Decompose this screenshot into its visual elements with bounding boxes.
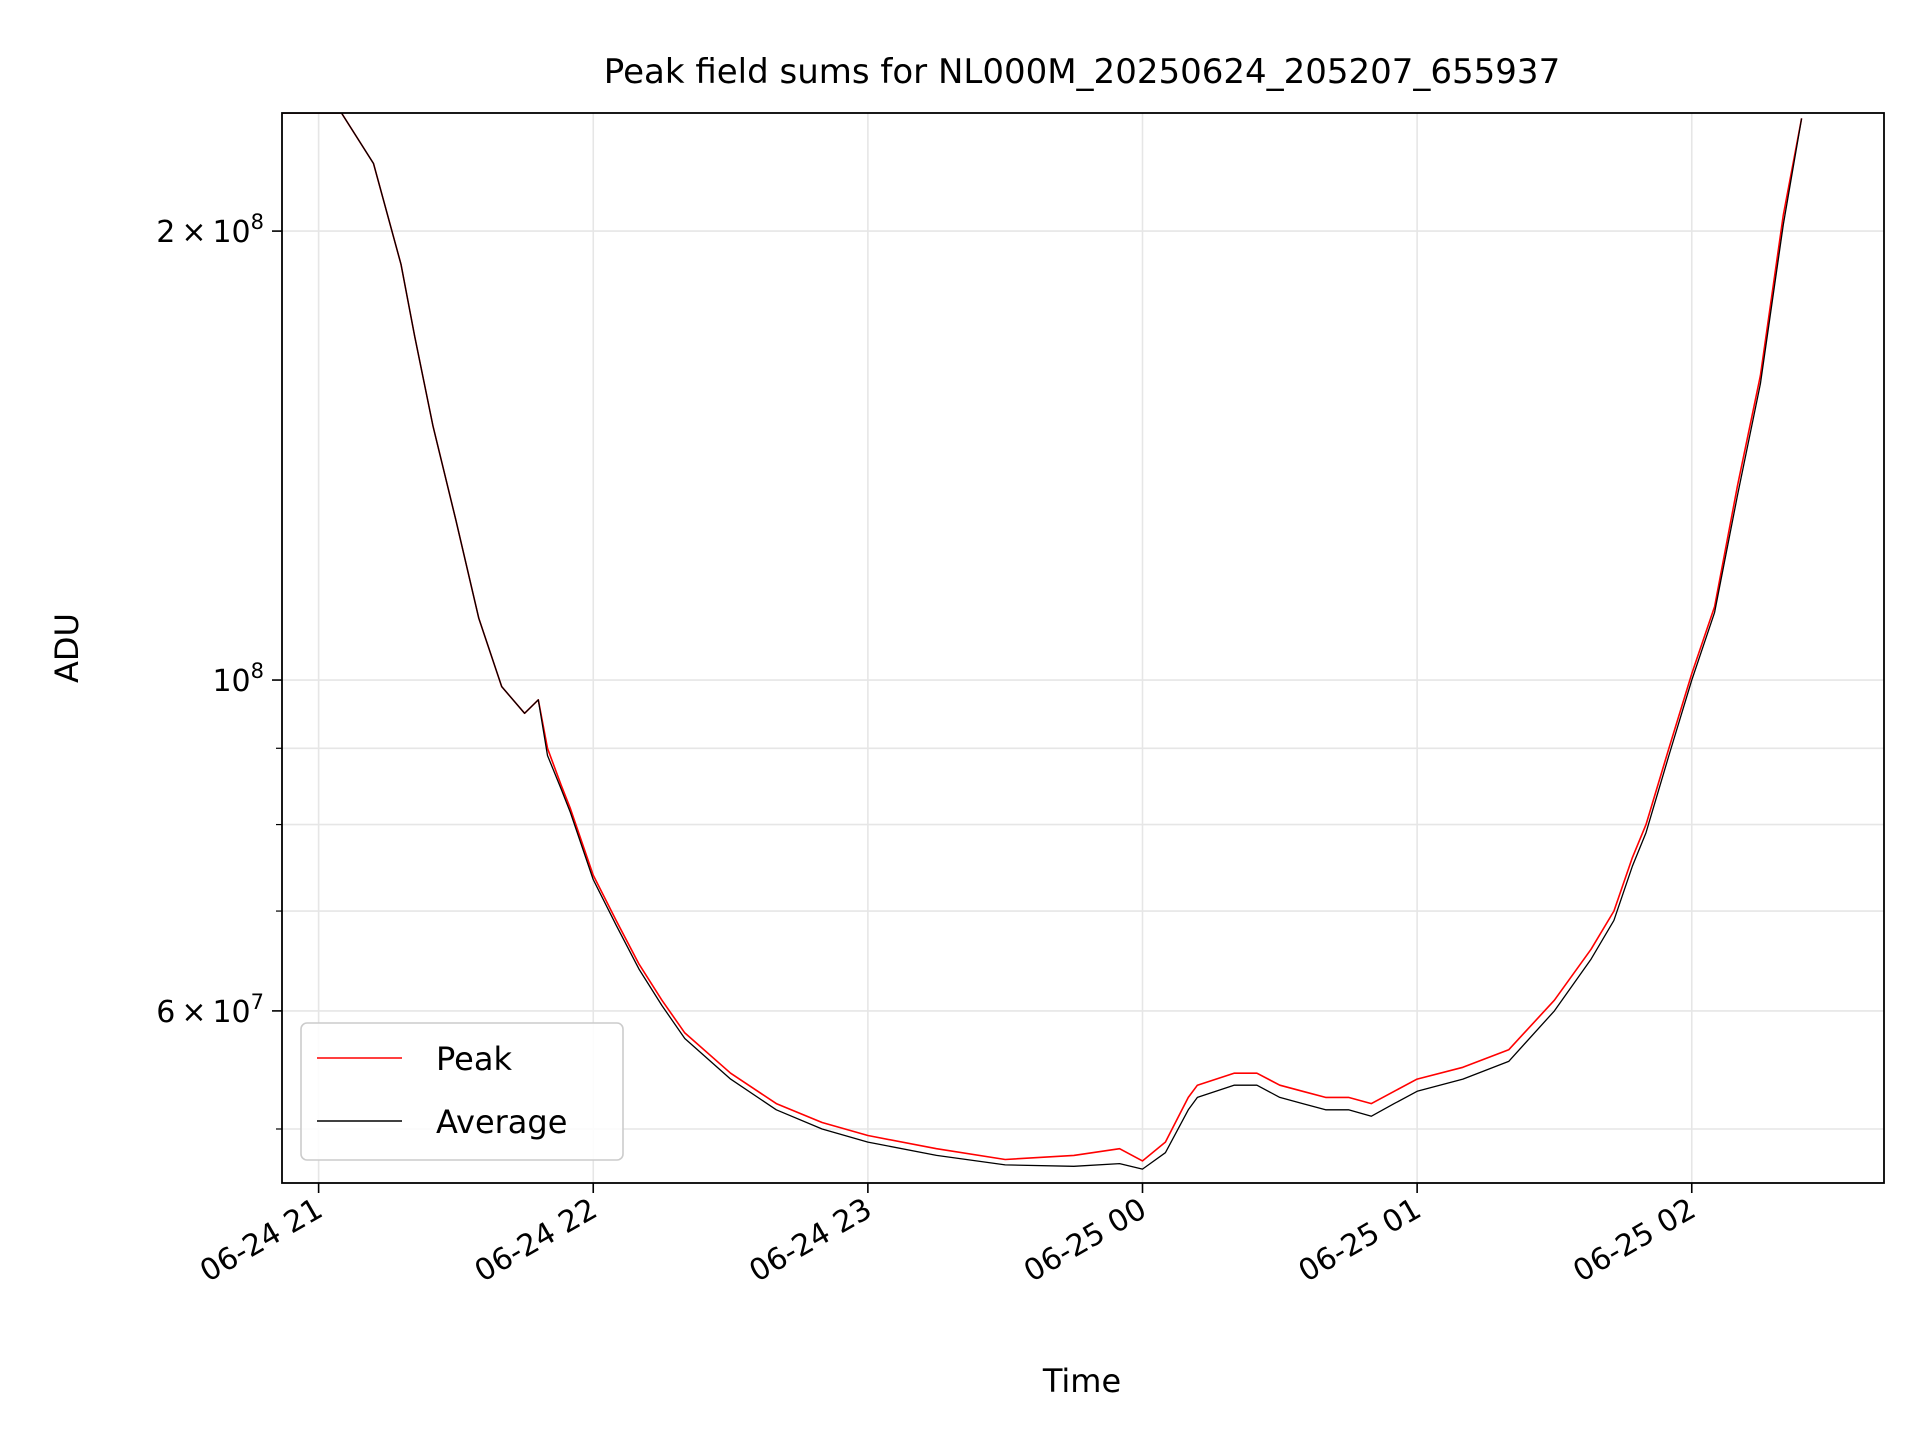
y-tick-label: 108 (212, 659, 264, 699)
y-axis-ticks: 2 × 108 108 6 × 107 (156, 210, 282, 1130)
chart-title: Peak field sums for NL000M_20250624_2052… (604, 52, 1560, 92)
series-line-average (282, 113, 1803, 1170)
legend-label-average: Average (436, 1103, 567, 1141)
y-tick-label: 6 × 107 (156, 990, 264, 1030)
x-axis-label: Time (1042, 1362, 1121, 1400)
legend-label-peak: Peak (436, 1040, 512, 1078)
legend: Peak Average (300, 1022, 624, 1161)
y-axis-label: ADU (48, 613, 86, 683)
plot-frame (281, 112, 1885, 1184)
y-tick-label: 2 × 108 (156, 210, 264, 250)
series-layer (282, 113, 1803, 1170)
